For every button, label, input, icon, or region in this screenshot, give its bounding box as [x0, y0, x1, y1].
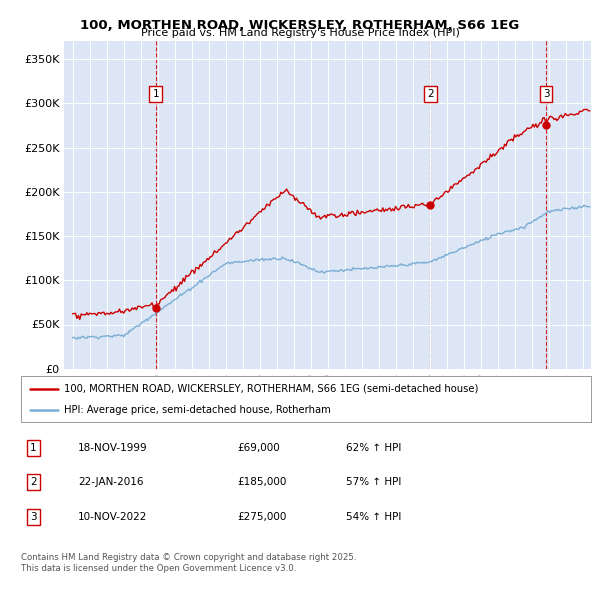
Text: 3: 3 [543, 88, 550, 99]
Text: HPI: Average price, semi-detached house, Rotherham: HPI: Average price, semi-detached house,… [64, 405, 331, 415]
Text: 10-NOV-2022: 10-NOV-2022 [78, 512, 148, 522]
Text: 100, MORTHEN ROAD, WICKERSLEY, ROTHERHAM, S66 1EG: 100, MORTHEN ROAD, WICKERSLEY, ROTHERHAM… [80, 19, 520, 32]
Text: £185,000: £185,000 [238, 477, 287, 487]
Text: 1: 1 [30, 443, 37, 453]
Text: 22-JAN-2016: 22-JAN-2016 [78, 477, 143, 487]
Text: 18-NOV-1999: 18-NOV-1999 [78, 443, 148, 453]
Text: Contains HM Land Registry data © Crown copyright and database right 2025.
This d: Contains HM Land Registry data © Crown c… [21, 553, 356, 573]
Text: 62% ↑ HPI: 62% ↑ HPI [346, 443, 401, 453]
Text: 54% ↑ HPI: 54% ↑ HPI [346, 512, 401, 522]
Text: £275,000: £275,000 [238, 512, 287, 522]
Text: 1: 1 [152, 88, 159, 99]
Text: 2: 2 [30, 477, 37, 487]
Text: 100, MORTHEN ROAD, WICKERSLEY, ROTHERHAM, S66 1EG (semi-detached house): 100, MORTHEN ROAD, WICKERSLEY, ROTHERHAM… [64, 384, 478, 394]
Text: 57% ↑ HPI: 57% ↑ HPI [346, 477, 401, 487]
Text: £69,000: £69,000 [238, 443, 280, 453]
Text: Price paid vs. HM Land Registry's House Price Index (HPI): Price paid vs. HM Land Registry's House … [140, 28, 460, 38]
Text: 3: 3 [30, 512, 37, 522]
Text: 2: 2 [427, 88, 434, 99]
